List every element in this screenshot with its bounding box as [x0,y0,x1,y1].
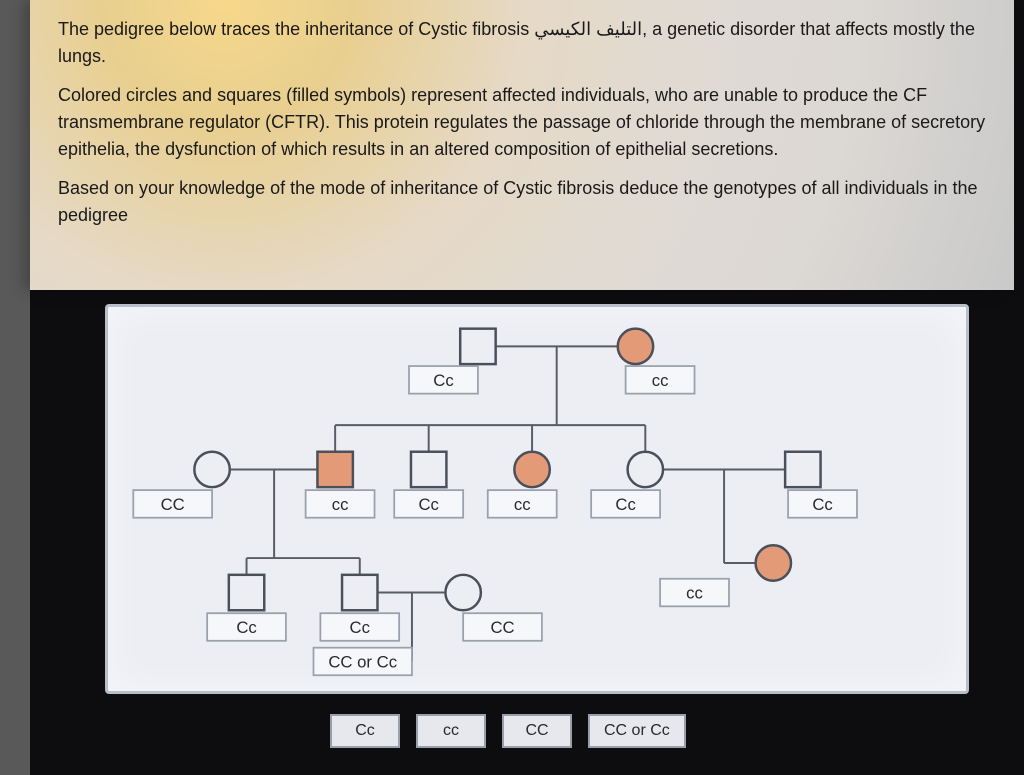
genotype-label[interactable]: Cc [409,366,478,394]
pedigree-svg: Cc cc CC cc Cc cc Cc Cc Cc Cc CC CC or Cc cc [108,307,966,691]
genotype-label[interactable]: cc [660,579,729,607]
question-panel: The pedigree below traces the inheritanc… [30,0,1014,290]
genotype-text: cc [514,495,531,514]
genotype-label[interactable]: Cc [591,490,660,518]
unaffected-male-icon [342,575,377,610]
genotype-label[interactable]: CC [463,613,542,641]
genotype-label[interactable]: CC [133,490,212,518]
genotype-text: Cc [615,495,635,514]
genotype-label[interactable]: cc [626,366,695,394]
affected-female-icon [618,329,653,364]
genotype-label[interactable]: cc [488,490,557,518]
answer-choice[interactable]: CC [502,714,572,748]
genotype-label[interactable]: Cc [207,613,286,641]
page: The pedigree below traces the inheritanc… [0,0,1024,775]
genotype-text: cc [332,495,349,514]
affected-male-icon [317,452,352,487]
genotype-text: cc [652,371,669,390]
question-line-1: The pedigree below traces the inheritanc… [58,16,986,70]
unaffected-male-icon [229,575,264,610]
genotype-text: CC or Cc [328,652,397,671]
unaffected-female-icon [445,575,480,610]
genotype-text: Cc [350,618,370,637]
genotype-text: Cc [418,495,438,514]
genotype-text: cc [686,583,703,602]
question-line-2: Colored circles and squares (filled symb… [58,82,986,163]
answer-row: Cccc CC CC or Cc [105,714,969,754]
genotype-label[interactable]: Cc [788,490,857,518]
unaffected-male-icon [785,452,820,487]
genotype-text: Cc [812,495,832,514]
genotype-text: CC [161,495,185,514]
affected-female-icon [756,545,791,580]
unaffected-male-icon [460,329,495,364]
left-margin [0,0,30,775]
genotype-label[interactable]: cc [306,490,375,518]
affected-female-icon [514,452,549,487]
unaffected-female-icon [194,452,229,487]
question-line-3: Based on your knowledge of the mode of i… [58,175,986,229]
genotype-label[interactable]: CC or Cc [313,648,411,676]
genotype-label[interactable]: Cc [320,613,399,641]
genotype-label[interactable]: Cc [394,490,463,518]
genotype-text: Cc [236,618,256,637]
answer-choice[interactable]: CC or Cc [588,714,686,748]
unaffected-female-icon [628,452,663,487]
pedigree-diagram: Cc cc CC cc Cc cc Cc Cc Cc Cc CC CC or Cc cc [105,304,969,694]
answer-choice[interactable]: cc [416,714,486,748]
unaffected-male-icon [411,452,446,487]
genotype-text: Cc [433,371,453,390]
genotype-text: CC [490,618,514,637]
answer-choice[interactable]: Cc [330,714,400,748]
